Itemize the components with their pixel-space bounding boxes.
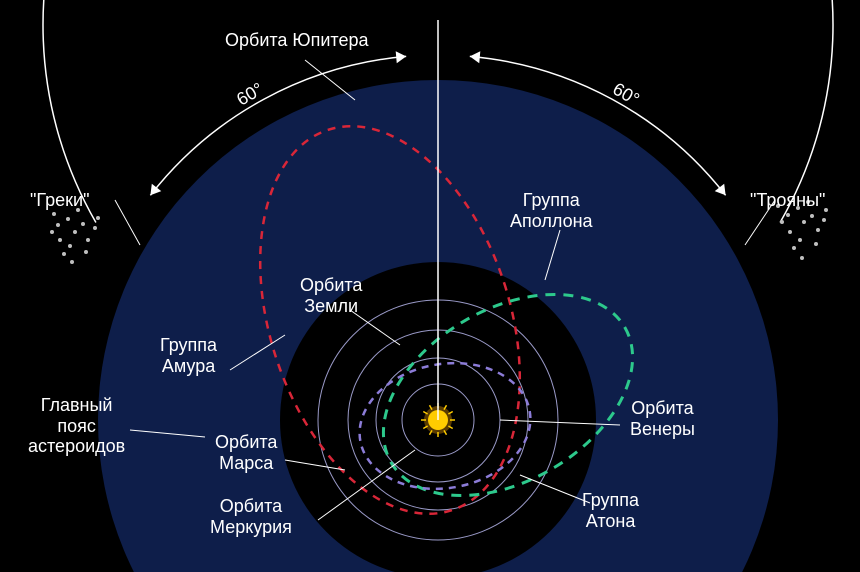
label-trojans: "Трояны" <box>750 190 825 211</box>
label-mercury_orbit: Орбита Меркурия <box>210 496 292 537</box>
arc-arrowhead <box>715 184 726 196</box>
diagram-canvas: 60° 60° <box>0 0 860 572</box>
label-greeks: "Греки" <box>30 190 89 211</box>
label-aten_group: Группа Атона <box>582 490 639 531</box>
label-mars_orbit: Орбита Марса <box>215 432 277 473</box>
label-apollo: Группа Аполлона <box>510 190 593 231</box>
pointer-greeks <box>115 200 140 245</box>
sixty-degree-label: 60° <box>609 79 643 110</box>
label-earth_orbit: Орбита Земли <box>300 275 362 316</box>
arc-arrowhead <box>150 184 161 196</box>
label-amor_group: Группа Амура <box>160 335 217 376</box>
label-venus_orbit: Орбита Венеры <box>630 398 695 439</box>
arc-arrowhead <box>470 51 480 63</box>
solar-system-diagram: 60° 60° Орбита Юпитера "Греки" "Трояны" Груп… <box>0 0 860 572</box>
arc-arrowhead <box>396 51 406 63</box>
label-main_belt: Главный пояс астероидов <box>28 395 125 457</box>
label-jupiter_orbit: Орбита Юпитера <box>225 30 369 51</box>
sixty-degree-label: 60° <box>233 79 267 110</box>
